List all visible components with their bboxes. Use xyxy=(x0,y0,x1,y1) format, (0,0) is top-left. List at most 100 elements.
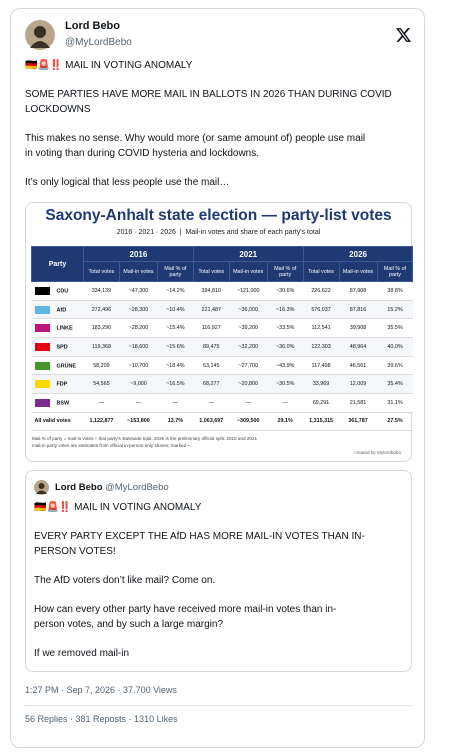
table-cell: 68,277 xyxy=(193,374,230,395)
table-cell: 33,969 xyxy=(303,374,340,395)
table-cell: — xyxy=(157,393,194,413)
table-cell: ~18,600 xyxy=(119,337,158,357)
image[interactable]: Saxony-Anhalt state election — party-lis… xyxy=(25,202,414,462)
table-cell: ~33.5% xyxy=(267,318,304,339)
quote-handle: @MyLordBebo xyxy=(105,482,169,493)
table-cell: — xyxy=(193,393,230,413)
table-cell: — xyxy=(83,393,120,413)
table-cell: ~39,200 xyxy=(229,318,268,339)
table-cell: 58,209 xyxy=(83,356,120,376)
table-cell: ~10,700 xyxy=(119,356,158,376)
subheader: Total votes xyxy=(83,261,120,282)
table-cell: ~30.5% xyxy=(267,374,304,395)
header-year: 2021 xyxy=(192,246,304,262)
party-name: SPD xyxy=(56,344,68,351)
x-logo[interactable] xyxy=(396,28,411,42)
party-swatch xyxy=(34,286,50,295)
footnote: Mail % of party = mail-in votes ÷ that p… xyxy=(32,436,257,449)
table-cell: 221,487 xyxy=(193,300,230,320)
table-row: AfD 272,496 ~28,300 ~10.4% 221,487 ~36,000 ~16… xyxy=(31,300,413,320)
paragraph: This makes no sense. Why would more (or … xyxy=(25,131,392,161)
table-cell: 21,581 xyxy=(339,393,378,413)
text-line: in voting than during COVID hysteria and… xyxy=(25,148,260,159)
table-cell: ~32,200 xyxy=(229,337,268,357)
party-cell: LINKE xyxy=(31,318,84,339)
subheader: Mail-in votes xyxy=(228,261,268,282)
paragraph: SOME PARTIES HAVE MORE MAIL IN BALLOTS I… xyxy=(25,87,392,117)
table-cell: 63,145 xyxy=(193,356,230,376)
text-line: How can every other party have received … xyxy=(34,604,337,615)
paragraph: EVERY PARTY EXCEPT THE AfD HAS MORE MAIL… xyxy=(34,529,365,559)
table-row: BSW — — — — — —69,291 21,581 31.1% xyxy=(31,393,413,413)
table-cell: ~30.6% xyxy=(267,281,304,301)
table-cell: 12,009 xyxy=(339,374,378,395)
table-cell: ~28,300 xyxy=(119,300,158,320)
table-cell: 116,927 xyxy=(193,318,230,339)
table-cell: ~10.4% xyxy=(157,300,194,320)
quoted-post[interactable] xyxy=(25,470,412,672)
table-cell: 226,622 xyxy=(303,281,340,301)
table-cell: ~14.2% xyxy=(157,281,194,301)
table-cell: ~15.6% xyxy=(157,337,194,357)
author-handle[interactable]: @MyLordBebo xyxy=(65,37,132,48)
table-cell: — xyxy=(229,393,268,413)
table-cell: ~36,000 xyxy=(229,300,268,320)
total-label: All valid votes xyxy=(31,411,84,431)
table-cell: ~121,000 xyxy=(229,281,268,301)
table-row: LINKE 183,290 ~28,200 ~15.4% 116,927 ~39,200 ~… xyxy=(31,318,413,339)
text-line: This makes no sense. Why would more (or … xyxy=(25,133,366,144)
divider xyxy=(25,705,412,706)
total-row: All valid votes 1,122,877 ~153,800 13.7% 1,0… xyxy=(31,411,413,431)
table-cell: ~9,000 xyxy=(119,374,158,395)
paragraph: How can every other party have received … xyxy=(34,602,365,632)
table-cell: 35.4% xyxy=(377,374,413,395)
total-cell: 1,315,315 xyxy=(303,411,340,431)
text-line: It’s only logical that less people use t… xyxy=(25,177,230,188)
table-cell: 119,368 xyxy=(83,337,120,357)
quote-header: Lord Bebo @MyLordBebo xyxy=(55,482,169,493)
table-cell: ~20,800 xyxy=(229,374,268,395)
vote-table: Party 2016 2021 2026 Total votes Mail-in vote… xyxy=(31,246,414,431)
table-cell: 122,303 xyxy=(303,337,340,357)
total-cell: ~309,500 xyxy=(229,411,268,431)
text-line: The AfD voters don’t like mail? Come on. xyxy=(34,575,216,586)
total-cell: 13.7% xyxy=(157,411,194,431)
credit: created by Mylordbebo xyxy=(354,450,401,455)
party-cell: GRÜNE xyxy=(31,356,84,376)
text-line: 🇩🇪🚨‼️ MAIL IN VOTING ANOMALY xyxy=(34,502,202,513)
subheader: Mail-in votes xyxy=(338,261,378,282)
party-cell: CDU xyxy=(31,281,84,301)
text-line: person votes, and by such a large margin… xyxy=(34,619,223,630)
table-cell: 46,561 xyxy=(339,356,378,376)
author-name[interactable]: Lord Bebo xyxy=(65,20,120,32)
table-cell: 394,810 xyxy=(193,281,230,301)
paragraph: 🇩🇪🚨‼️ MAIL IN VOTING ANOMALY xyxy=(25,58,392,73)
table-cell: — xyxy=(119,393,158,413)
total-cell: 27.5% xyxy=(377,411,413,431)
table-cell: ~47,300 xyxy=(119,281,158,301)
party-swatch xyxy=(34,398,50,407)
subheader: Mail % of party xyxy=(156,261,194,282)
header-party: Party xyxy=(31,246,84,282)
total-cell: 29.1% xyxy=(267,411,304,431)
table-cell: 112,541 xyxy=(303,318,340,339)
avatar[interactable] xyxy=(25,20,55,50)
table-cell: ~27,700 xyxy=(229,356,268,376)
party-name: BSW xyxy=(56,400,70,407)
subheader: Mail % of party xyxy=(266,261,304,282)
table-cell: 35.5% xyxy=(377,318,413,339)
table-cell: 576,037 xyxy=(303,300,340,320)
table-cell: ~28,200 xyxy=(119,318,158,339)
party-swatch xyxy=(34,305,50,314)
table-cell: 87,816 xyxy=(339,300,378,320)
party-swatch xyxy=(34,361,50,370)
party-swatch xyxy=(34,380,50,389)
party-name: LINKE xyxy=(56,325,73,332)
table-cell: ~18.4% xyxy=(157,356,194,376)
party-swatch xyxy=(34,342,50,351)
table-row: FDP 54,565 ~9,000 ~16.5% 68,277 ~20,800 ~30.5%… xyxy=(31,374,413,395)
party-cell: FDP xyxy=(31,374,84,395)
post-card xyxy=(10,8,425,748)
table-cell: 31.1% xyxy=(377,393,413,413)
